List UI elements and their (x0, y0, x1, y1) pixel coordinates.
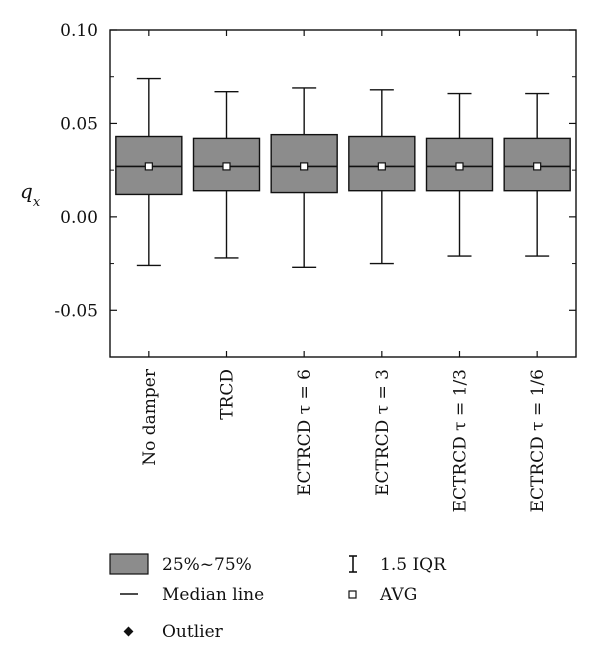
y-tick-label: 0.10 (60, 21, 98, 41)
legend-median-label: Median line (162, 585, 264, 605)
plot-area: 0.10 0.05 0.00 -0.05 No damper TRCD ECTRCD τ =… (54, 21, 577, 512)
mean-marker (222, 162, 231, 171)
legend-iqr-swatch (349, 555, 357, 573)
legend-outlier-label: Outlier (162, 622, 224, 642)
y-tick-label: 0.05 (60, 114, 98, 134)
x-category-label: ECTRCD τ = 6 (295, 369, 315, 496)
legend-avg-label: AVG (379, 585, 417, 605)
mean-marker (533, 162, 542, 171)
box-plot-chart: 0.10 0.05 0.00 -0.05 No damper TRCD ECTRCD τ =… (20, 21, 577, 512)
x-category-label: ECTRCD τ = 3 (373, 369, 393, 496)
y-tick-label: -0.05 (54, 301, 98, 321)
legend-outlier-swatch (123, 626, 134, 637)
x-category-label: TRCD (218, 369, 238, 420)
x-category-label: ECTRCD τ = 1/6 (528, 369, 548, 512)
mean-marker (144, 162, 153, 171)
plot-frame (109, 29, 577, 358)
x-category-label: ECTRCD τ = 1/3 (451, 369, 471, 512)
legend-iqr-label: 1.5 IQR (380, 555, 447, 575)
legend: 25%~75% Median line Outlier 1.5 IQR AVG (109, 553, 447, 642)
x-category-label: No damper (140, 368, 160, 466)
mean-marker (300, 162, 309, 171)
y-tick-label: 0.00 (60, 208, 98, 228)
mean-marker (455, 162, 464, 171)
legend-box-label: 25%~75% (162, 555, 252, 575)
legend-avg-swatch (348, 590, 357, 599)
legend-box-swatch (109, 553, 149, 575)
y-axis-label: qx (20, 179, 41, 210)
mean-marker (377, 162, 386, 171)
